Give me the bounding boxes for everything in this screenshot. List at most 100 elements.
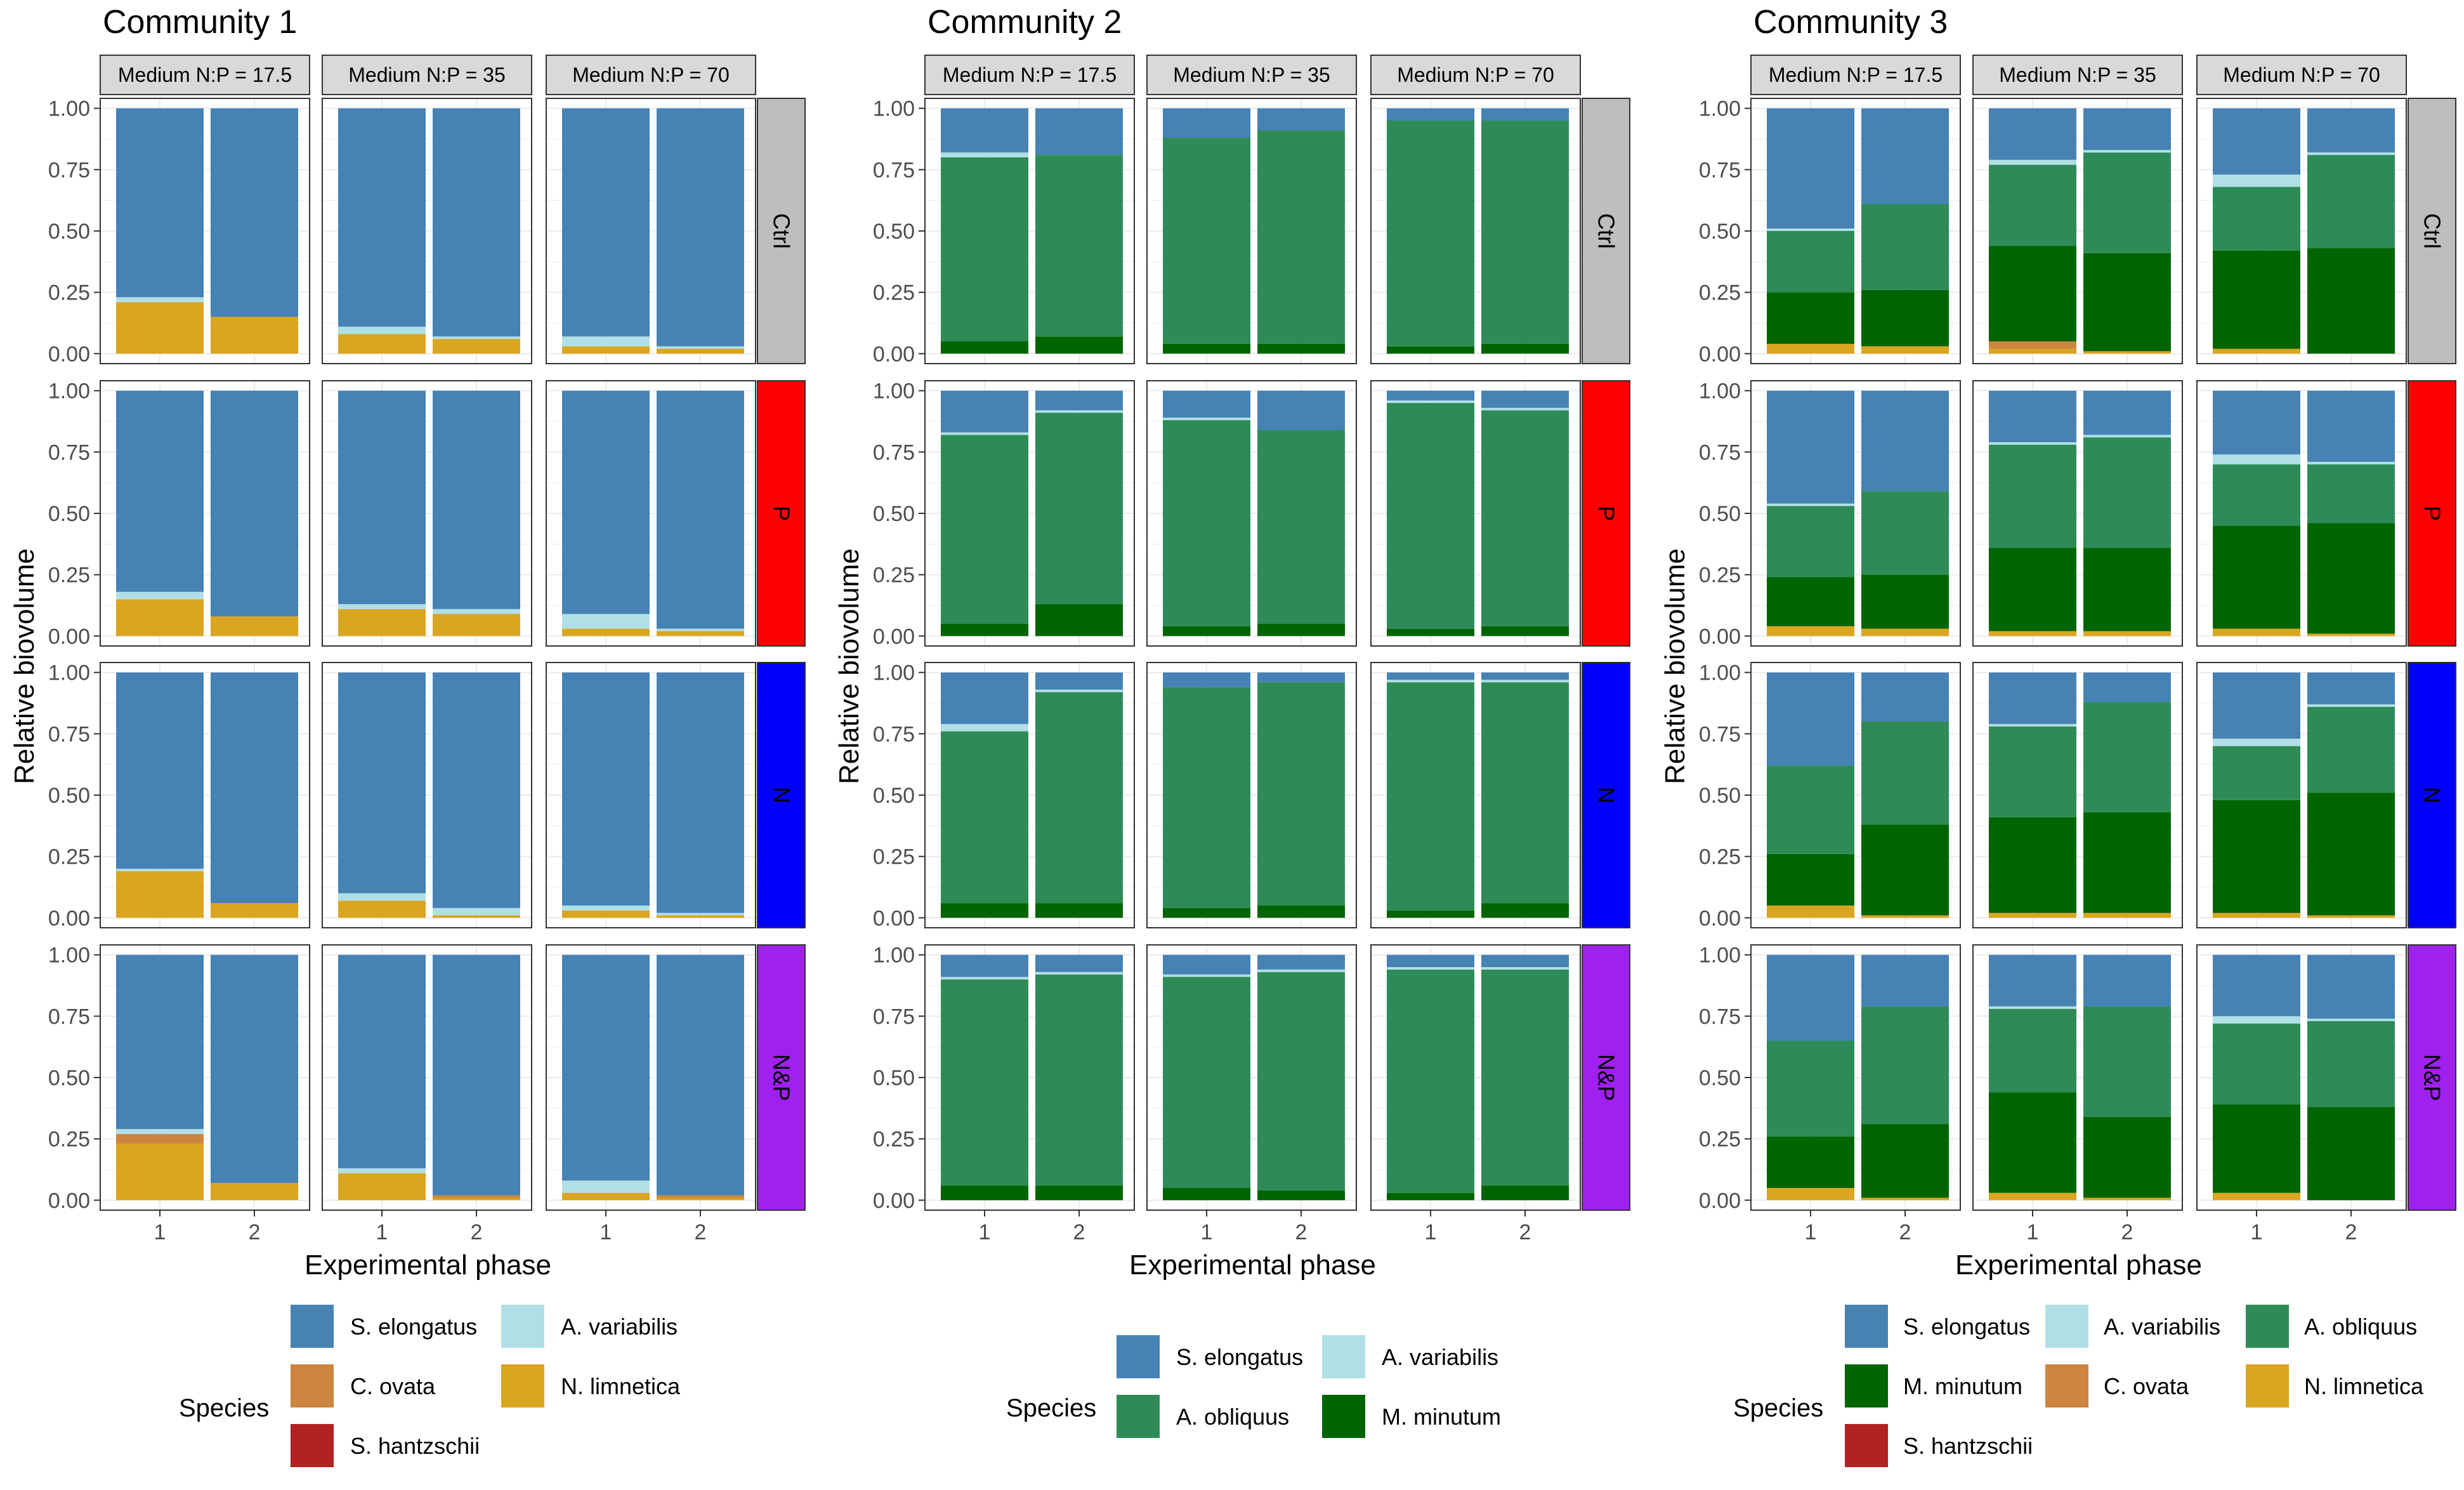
legend: Species S. elongatus A. variabilis A. obliq… xyxy=(1006,1335,1501,1438)
bar-segment: A. obliquus (Ctrl, Medium N:P = 35, phas… xyxy=(1257,130,1345,344)
facet-panel: M. minutum (P, Medium N:P = 17.5, phase … xyxy=(924,380,1135,647)
panel-border xyxy=(546,662,756,928)
bar-segment: M. minutum (P, Medium N:P = 17.5, phase … xyxy=(1035,604,1123,636)
bar-segment: A. variabilis (P, Medium N:P = 70, phase… xyxy=(562,614,650,629)
facet-strip-medium xyxy=(1370,55,1581,95)
bar-segment: M. minutum (N&P, Medium N:P = 17.5, phas… xyxy=(1035,1185,1123,1201)
y-tick-label: 0.00 xyxy=(1699,342,1741,366)
bar-segment: A. obliquus (Ctrl, Medium N:P = 17.5, ph… xyxy=(1861,204,1949,290)
y-tick-label: 0.00 xyxy=(873,624,915,649)
bar-segment: A. obliquus (N, Medium N:P = 17.5, phase… xyxy=(1861,722,1949,825)
legend-label: M. minutum xyxy=(1903,1373,2022,1399)
bar-segment: S. elongatus (N&P, Medium N:P = 35, phas… xyxy=(1257,954,1345,970)
bar-segment: N. limnetica (N&P, Medium N:P = 35, phas… xyxy=(1989,1192,2076,1201)
bar-segment: S. elongatus (Ctrl, Medium N:P = 35, pha… xyxy=(2083,108,2171,150)
panel-border xyxy=(1750,944,1961,1211)
legend-key xyxy=(1845,1364,1888,1408)
bar-segment: N. limnetica (N&P, Medium N:P = 70, phas… xyxy=(562,1192,650,1201)
bar-segment: M. minutum (Ctrl, Medium N:P = 35, phase… xyxy=(1989,246,2076,341)
bar-segment: M. minutum (N&P, Medium N:P = 35, phase … xyxy=(1257,1190,1345,1201)
bar-segment: S. elongatus (N&P, Medium N:P = 35, phas… xyxy=(1163,954,1250,975)
bar-segment: A. variabilis (N, Medium N:P = 70, phase… xyxy=(562,905,650,911)
bar-segment: M. minutum (Ctrl, Medium N:P = 17.5, pha… xyxy=(1035,336,1123,354)
facet-strip-medium xyxy=(546,55,756,95)
bar-segment: S. elongatus (Ctrl, Medium N:P = 70, pha… xyxy=(1481,108,1569,121)
bar-segment: A. variabilis (N, Medium N:P = 70, phase… xyxy=(657,913,744,916)
x-axis-label: Experimental phase xyxy=(305,1249,551,1281)
bar-segment: A. variabilis (P, Medium N:P = 70, phase… xyxy=(2213,454,2300,465)
community-title: Community 3 xyxy=(1753,4,1948,41)
bar-segment: A. obliquus (Ctrl, Medium N:P = 70, phas… xyxy=(1481,121,1569,344)
bar-segment: A. obliquus (P, Medium N:P = 70, phase 1… xyxy=(2213,464,2300,526)
panel-border xyxy=(2196,98,2407,364)
panel-border xyxy=(1750,98,1961,364)
y-tick-label: 0.50 xyxy=(1699,502,1741,526)
facet-panel: N. limnetica (P, Medium N:P = 70, phase … xyxy=(546,380,756,647)
bar-segment: N. limnetica (N, Medium N:P = 35, phase … xyxy=(2083,913,2171,918)
panel-border xyxy=(322,944,532,1211)
bar-segment: M. minutum (N&P, Medium N:P = 17.5, phas… xyxy=(1767,1136,1854,1188)
facet-strip-label: Medium N:P = 70 xyxy=(572,63,730,86)
panel-border xyxy=(100,944,310,1211)
facet-strip-treatment xyxy=(2408,380,2456,647)
bar-segment: N. limnetica (P, Medium N:P = 17.5, phas… xyxy=(211,616,298,636)
facet-strip-treatment xyxy=(2408,98,2456,364)
x-tick-label: 1 xyxy=(1805,1220,1817,1244)
bar-segment: S. elongatus (P, Medium N:P = 35, phase … xyxy=(338,390,426,605)
facet-panel: M. minutum (N, Medium N:P = 35, phase 1)… xyxy=(1146,662,1357,928)
facet-strip-medium xyxy=(1750,55,1961,95)
y-tick-label: 0.50 xyxy=(873,502,915,526)
bar-segment: N. limnetica (N&P, Medium N:P = 17.5, ph… xyxy=(116,1144,204,1201)
bar-segment: S. elongatus (P, Medium N:P = 70, phase … xyxy=(1481,390,1569,408)
y-tick-label: 0.75 xyxy=(48,440,90,465)
bar-segment: S. elongatus (N&P, Medium N:P = 70, phas… xyxy=(2307,954,2395,1019)
facet-panel: M. minutum (Ctrl, Medium N:P = 35, phase… xyxy=(1146,98,1357,364)
bar-segment: M. minutum (P, Medium N:P = 35, phase 2)… xyxy=(1257,623,1345,636)
bar-segment: S. elongatus (N, Medium N:P = 70, phase … xyxy=(2307,672,2395,704)
bar-segment: M. minutum (N, Medium N:P = 35, phase 2)… xyxy=(2083,812,2171,913)
bar-segment: S. elongatus (Ctrl, Medium N:P = 70, pha… xyxy=(2307,108,2395,153)
bar-segment: A. obliquus (Ctrl, Medium N:P = 70, phas… xyxy=(2307,155,2395,249)
bar-segment: M. minutum (P, Medium N:P = 35, phase 2)… xyxy=(2083,548,2171,631)
y-tick-label: 0.00 xyxy=(48,624,90,649)
legend-label: A. variabilis xyxy=(2104,1314,2220,1340)
bar-segment: M. minutum (P, Medium N:P = 17.5, phase … xyxy=(941,623,1028,636)
bar-segment: A. variabilis (N, Medium N:P = 70, phase… xyxy=(1481,680,1569,683)
bar-segment: S. elongatus (N&P, Medium N:P = 17.5, ph… xyxy=(211,954,298,1183)
x-tick-label: 2 xyxy=(1295,1220,1307,1244)
bar-segment: S. elongatus (P, Medium N:P = 35, phase … xyxy=(1163,390,1250,418)
x-tick-label: 2 xyxy=(249,1220,261,1244)
y-tick-label: 0.25 xyxy=(1699,281,1741,305)
legend-key xyxy=(501,1305,544,1348)
bar-segment: M. minutum (Ctrl, Medium N:P = 35, phase… xyxy=(2083,253,2171,352)
bar-segment: S. elongatus (Ctrl, Medium N:P = 17.5, p… xyxy=(1767,108,1854,229)
bar-segment: A. variabilis (Ctrl, Medium N:P = 70, ph… xyxy=(2213,175,2300,187)
bar-segment: S. elongatus (N, Medium N:P = 35, phase … xyxy=(1989,672,2076,724)
bar-segment: S. elongatus (Ctrl, Medium N:P = 70, pha… xyxy=(2213,108,2300,175)
bar-segment: C. ovata (N&P, Medium N:P = 70, phase 2)… xyxy=(657,1195,744,1198)
facet-panel: N. limnetica (Ctrl, Medium N:P = 17.5, p… xyxy=(1750,98,1961,364)
bar-segment: S. elongatus (N, Medium N:P = 35, phase … xyxy=(1163,672,1250,687)
bar-segment: A. variabilis (P, Medium N:P = 17.5, pha… xyxy=(1767,503,1854,506)
x-tick-label: 1 xyxy=(376,1220,388,1244)
bar-segment: N. limnetica (N, Medium N:P = 17.5, phas… xyxy=(211,903,298,918)
y-tick-label: 1.00 xyxy=(873,97,915,121)
bar-segment: S. elongatus (P, Medium N:P = 70, phase … xyxy=(562,390,650,614)
x-tick-label: 2 xyxy=(2345,1220,2357,1244)
y-tick-label: 0.50 xyxy=(48,1066,90,1090)
facet-strip-label: Medium N:P = 35 xyxy=(1999,63,2156,86)
legend-key xyxy=(1117,1335,1160,1378)
bar-segment: M. minutum (N, Medium N:P = 35, phase 1)… xyxy=(1989,817,2076,913)
bar-segment: A. variabilis (P, Medium N:P = 35, phase… xyxy=(1989,442,2076,445)
bar-segment: S. elongatus (N&P, Medium N:P = 35, phas… xyxy=(1989,954,2076,1006)
bar-segment: N. limnetica (N, Medium N:P = 17.5, phas… xyxy=(1861,915,1949,918)
bar-segment: N. limnetica (Ctrl, Medium N:P = 35, pha… xyxy=(433,339,520,354)
bar-segment: A. obliquus (N&P, Medium N:P = 17.5, pha… xyxy=(1861,1006,1949,1124)
bar-segment: A. variabilis (P, Medium N:P = 17.5, pha… xyxy=(1035,410,1123,413)
legend-label: A. obliquus xyxy=(2304,1314,2417,1340)
bar-segment: S. elongatus (N, Medium N:P = 70, phase … xyxy=(1481,672,1569,680)
bar-segment: M. minutum (N, Medium N:P = 17.5, phase … xyxy=(941,903,1028,918)
panel-border xyxy=(2196,662,2407,928)
facet-panel: M. minutum (Ctrl, Medium N:P = 17.5, pha… xyxy=(924,98,1135,364)
x-tick-label: 2 xyxy=(2121,1220,2133,1244)
